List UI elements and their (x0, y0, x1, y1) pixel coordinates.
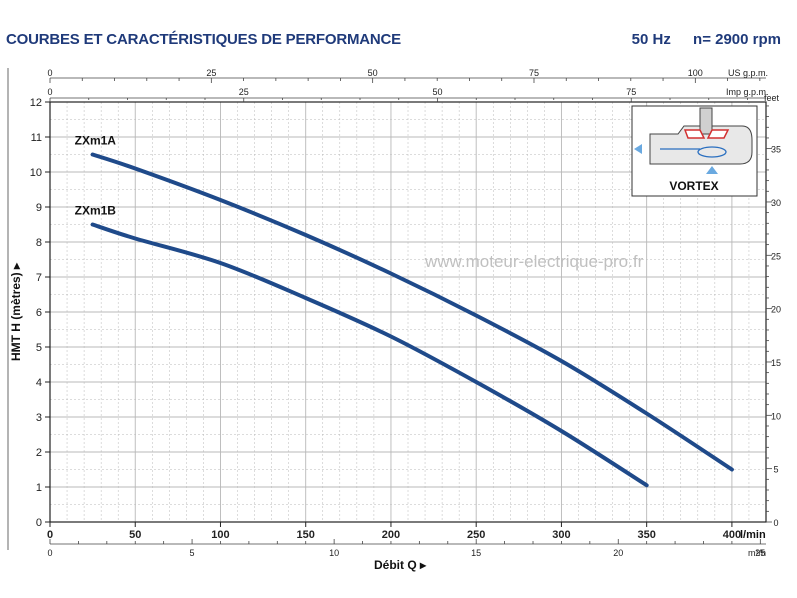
x-tick-label: 150 (297, 529, 315, 541)
outlet-arrow-icon (634, 144, 642, 154)
y-tick-label: 1 (36, 482, 42, 494)
x-tick-label: 350 (637, 529, 655, 541)
vortex-inset: VORTEX (631, 105, 758, 197)
series-layer: ZXm1A ZXm1B (75, 134, 734, 488)
y-tick-label: 12 (30, 97, 42, 109)
feet-tick-label: 25 (771, 251, 781, 261)
y-tick-label: 0 (36, 517, 42, 529)
x-axis-title: Débit Q ▸ (374, 558, 427, 572)
m3h-tick-label: 20 (613, 548, 623, 558)
inlet-arrow-icon (706, 166, 718, 174)
series-label-zxm1a: ZXm1A (75, 134, 117, 148)
y-tick-label: 5 (36, 342, 42, 354)
feet-unit-label: feet (764, 93, 780, 103)
series-line-zxm1b (90, 222, 649, 488)
m3h-tick-label: 15 (471, 548, 481, 558)
x-tick-label: 100 (211, 529, 229, 541)
usgpm-tick-label: 100 (688, 68, 703, 78)
feet-tick-label: 10 (771, 411, 781, 421)
y-tick-label: 11 (31, 132, 42, 144)
usgpm-tick-label: 75 (529, 68, 539, 78)
y-tick-label: 4 (36, 377, 42, 389)
impgpm-tick-label: 25 (239, 87, 249, 97)
usgpm-tick-label: 50 (368, 68, 378, 78)
y-axis-title: HMT H (mètres) ▸ (9, 262, 23, 361)
feet-tick-label: 35 (771, 145, 781, 155)
x-tick-label: 300 (552, 529, 570, 541)
usgpm-unit-label: US g.p.m. (728, 68, 768, 78)
impgpm-tick-label: 50 (432, 87, 442, 97)
m3h-tick-label: 0 (47, 548, 52, 558)
series-label-zxm1b: ZXm1B (75, 204, 117, 218)
frequency-label: 50 Hz (631, 31, 671, 48)
x-tick-label: 200 (382, 529, 400, 541)
feet-tick-label: 30 (771, 198, 781, 208)
m3h-tick-label: 5 (190, 548, 195, 558)
y-tick-label: 2 (36, 447, 42, 459)
speed-label: n= 2900 rpm (693, 31, 781, 48)
y-tick-label: 10 (30, 167, 42, 179)
x-tick-label: 50 (129, 529, 141, 541)
chart-title: COURBES ET CARACTÉRISTIQUES DE PERFORMAN… (6, 31, 401, 48)
m3h-unit-label: m³/h (748, 548, 766, 558)
y-tick-label: 3 (36, 412, 42, 424)
impgpm-tick-label: 0 (47, 87, 52, 97)
m3h-tick-label: 25 (755, 548, 765, 558)
y-tick-label: 8 (36, 237, 42, 249)
impgpm-tick-label: 75 (626, 87, 636, 97)
feet-tick-label: 5 (773, 465, 778, 475)
y-tick-label: 7 (36, 272, 42, 284)
vortex-pump-icon (634, 107, 753, 174)
series-line-zxm1a (90, 152, 734, 472)
feet-tick-label: 20 (771, 305, 781, 315)
watermark: www.moteur-electrique-pro.fr (424, 252, 644, 271)
usgpm-tick-label: 0 (47, 68, 52, 78)
feet-tick-label: 15 (771, 358, 781, 368)
x-tick-label: 250 (467, 529, 485, 541)
impgpm-unit-label: Imp g.p.m. (726, 87, 769, 97)
vortex-label: VORTEX (669, 179, 718, 193)
y-tick-label: 6 (36, 307, 42, 319)
operating-conditions: 50 Hz n= 2900 rpm (614, 31, 781, 48)
usgpm-tick-label: 25 (206, 68, 216, 78)
x-unit-label: l/min (740, 529, 766, 541)
feet-tick-label: 0 (773, 518, 778, 528)
x-tick-label: 0 (47, 529, 53, 541)
y-tick-label: 9 (36, 202, 42, 214)
x-tick-label: 400 (723, 529, 741, 541)
m3h-tick-label: 10 (329, 548, 339, 558)
